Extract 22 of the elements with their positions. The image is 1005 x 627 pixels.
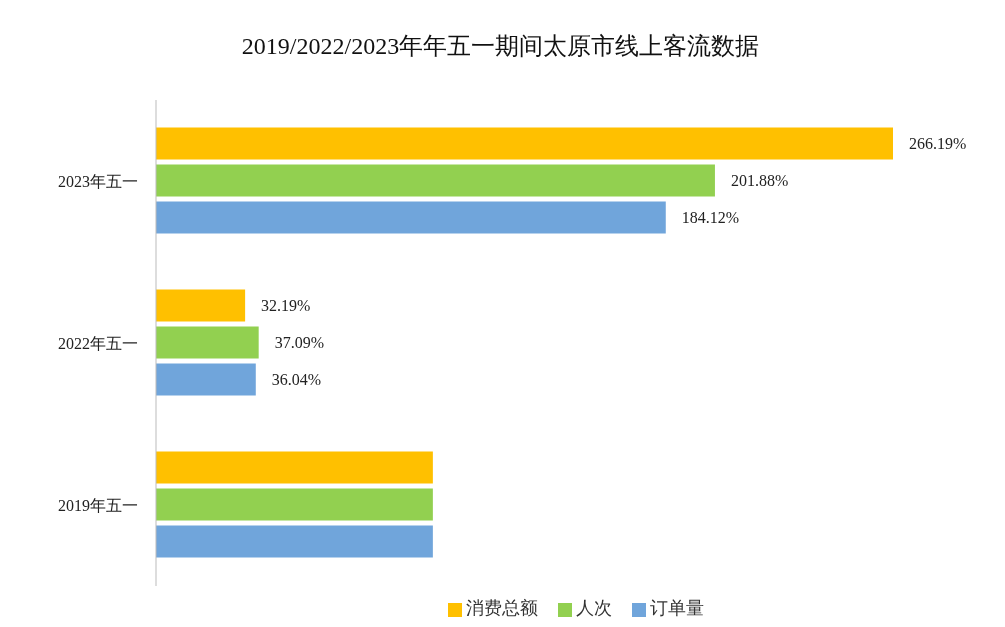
bar — [156, 289, 246, 322]
legend-label: 订单量 — [649, 598, 704, 618]
legend-label: 人次 — [575, 598, 612, 618]
bar — [156, 201, 666, 234]
data-label: 32.19% — [261, 297, 311, 315]
bar — [156, 525, 433, 558]
bar — [156, 488, 433, 521]
bar — [156, 127, 893, 160]
bar — [156, 451, 433, 484]
legend-label: 消费总额 — [465, 598, 538, 618]
y-tick-label: 2022年五一 — [58, 334, 138, 352]
y-tick-label: 2023年五一 — [58, 172, 138, 190]
data-label: 36.04% — [271, 371, 322, 389]
bar — [156, 164, 715, 197]
data-label: 266.19% — [909, 135, 967, 153]
bar — [156, 326, 259, 359]
data-label: 184.12% — [681, 209, 740, 227]
data-label: 201.88% — [730, 172, 789, 190]
y-tick-label: 2019年五一 — [58, 496, 138, 514]
chart-title: 2019/2022/2023年年五一期间太原市线上客流数据 — [240, 32, 761, 61]
data-label: 37.09% — [274, 334, 325, 352]
bar — [156, 363, 256, 396]
